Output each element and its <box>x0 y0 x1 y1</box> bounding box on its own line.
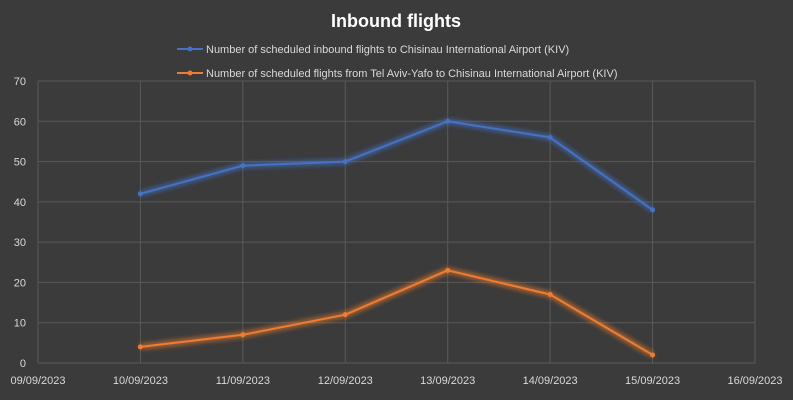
x-tick-label: 12/09/2023 <box>318 375 373 387</box>
chart-title: Inbound flights <box>331 11 461 31</box>
x-tick-label: 09/09/2023 <box>10 375 65 387</box>
x-tick-label: 11/09/2023 <box>216 375 270 387</box>
x-tick-label: 13/09/2023 <box>420 375 475 387</box>
x-tick-label: 15/09/2023 <box>625 375 680 387</box>
data-point-series-2 <box>137 344 143 350</box>
legend-label-1: Number of scheduled inbound flights to C… <box>206 44 569 56</box>
gridlines <box>37 80 756 364</box>
data-point-series-2 <box>342 312 348 318</box>
legend-label-2: Number of scheduled flights from Tel Avi… <box>206 68 617 80</box>
y-tick-label: 30 <box>14 237 26 249</box>
y-tick-label: 40 <box>14 197 26 209</box>
legend-marker-1 <box>187 46 193 52</box>
data-point-series-1 <box>240 163 246 169</box>
x-tick-label: 14/09/2023 <box>523 375 578 387</box>
x-axis: 09/09/2023 10/09/2023 11/09/2023 12/09/2023… <box>10 375 782 387</box>
data-point-series-1 <box>445 118 451 124</box>
data-point-series-1 <box>650 207 656 213</box>
series-line-2 <box>140 269 654 356</box>
y-tick-label: 60 <box>14 116 26 128</box>
series-group <box>137 118 656 358</box>
legend-marker-2 <box>187 70 193 76</box>
y-tick-label: 70 <box>14 76 26 88</box>
y-axis: 0 10 20 30 40 50 60 70 <box>14 76 26 370</box>
y-tick-label: 0 <box>20 358 26 370</box>
x-tick-label: 16/09/2023 <box>727 375 782 387</box>
y-tick-label: 50 <box>14 157 26 169</box>
data-point-series-2 <box>445 267 451 273</box>
data-point-series-1 <box>137 191 143 197</box>
data-point-series-2 <box>547 292 553 298</box>
data-point-series-2 <box>650 352 656 358</box>
series-line-1 <box>140 120 654 211</box>
data-point-series-2 <box>240 332 246 338</box>
data-point-series-1 <box>342 159 348 165</box>
legend: Number of scheduled inbound flights to C… <box>177 44 617 80</box>
x-tick-label: 10/09/2023 <box>113 375 168 387</box>
data-point-series-1 <box>547 134 553 140</box>
y-tick-label: 10 <box>14 318 26 330</box>
y-tick-label: 20 <box>14 277 26 289</box>
